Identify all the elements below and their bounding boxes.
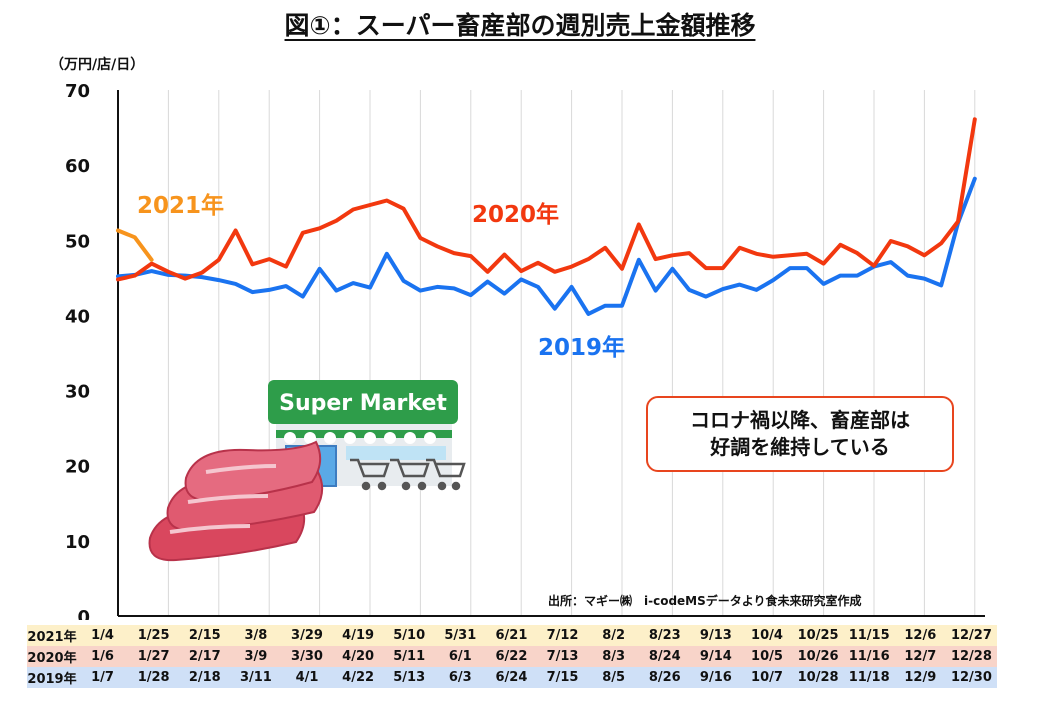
series-line-2021 [116, 228, 154, 262]
date-cell: 5/31 [434, 625, 486, 646]
date-cell: 6/21 [485, 625, 537, 646]
date-cell: 9/14 [690, 646, 742, 667]
date-cell: 12/27 [945, 625, 997, 646]
date-cell: 7/12 [536, 625, 589, 646]
date-cell: 2/18 [179, 667, 231, 688]
y-tick-label: 20 [65, 457, 90, 478]
date-cell: 4/22 [332, 667, 384, 688]
series-label-2021: 2021年 [137, 192, 224, 219]
raw-meat-icon [148, 440, 324, 562]
date-cell: 8/3 [588, 646, 640, 667]
y-axis-ticks: 0 10 20 30 40 50 60 70 [65, 81, 90, 620]
date-cell: 7/13 [536, 646, 589, 667]
y-tick-label: 40 [65, 306, 90, 327]
y-tick-label: 60 [65, 156, 90, 177]
date-row-label: 2020年 [27, 646, 77, 667]
line-chart: 0 10 20 30 40 50 60 70 Super Market 2021年 2020年… [65, 81, 985, 620]
date-cell: 1/6 [77, 646, 129, 667]
date-cell: 8/2 [588, 625, 640, 646]
supermarket-sign-text: Super Market [279, 391, 447, 416]
date-cell: 11/16 [843, 646, 895, 667]
date-cell: 8/26 [639, 667, 691, 688]
date-cell: 12/6 [894, 625, 946, 646]
series-label-2020: 2020年 [472, 201, 559, 228]
date-cell: 11/15 [843, 625, 895, 646]
y-tick-label: 30 [65, 382, 90, 403]
series-line-2019 [116, 176, 977, 316]
source-note: 出所：マギー㈱ i-codeMSデータより食未来研究室作成 [548, 594, 862, 608]
date-cell: 10/25 [792, 625, 844, 646]
data-series [116, 117, 977, 316]
date-cell: 3/11 [230, 667, 282, 688]
date-cell: 8/24 [639, 646, 691, 667]
date-cell: 10/5 [741, 646, 793, 667]
date-cell: 1/4 [77, 625, 129, 646]
date-cell: 4/20 [332, 646, 384, 667]
series-label-2019: 2019年 [538, 334, 625, 361]
date-row-2021: 2021年 1/4 1/25 2/15 3/8 3/29 4/19 5/10 5/31 6/21 7… [27, 625, 997, 646]
series-line-2020 [116, 117, 977, 282]
date-cell: 2/17 [179, 646, 231, 667]
date-cell: 3/29 [281, 625, 333, 646]
date-row-label: 2019年 [27, 667, 77, 688]
date-cell: 1/27 [128, 646, 180, 667]
date-cell: 4/1 [281, 667, 333, 688]
date-cell: 8/23 [639, 625, 691, 646]
date-cell: 4/19 [332, 625, 384, 646]
date-cell: 7/15 [536, 667, 589, 688]
date-cell: 10/7 [741, 667, 793, 688]
date-cell: 12/28 [945, 646, 997, 667]
date-cell: 6/22 [485, 646, 537, 667]
date-cell: 12/30 [945, 667, 997, 688]
callout-line-2: 好調を維持している [710, 435, 890, 459]
y-axis-unit-label: （万円/店/日） [50, 57, 145, 73]
chart-axes [117, 90, 985, 617]
date-cell: 10/4 [741, 625, 793, 646]
date-cell: 8/5 [588, 667, 640, 688]
date-cell: 6/1 [434, 646, 486, 667]
callout-line-1: コロナ禍以降、畜産部は [690, 408, 910, 432]
date-cell: 3/8 [230, 625, 282, 646]
callout-box: コロナ禍以降、畜産部は 好調を維持している [646, 396, 954, 472]
week-date-table: 2021年 1/4 1/25 2/15 3/8 3/29 4/19 5/10 5/31 6/21 7… [27, 625, 997, 688]
date-cell: 1/28 [128, 667, 180, 688]
y-tick-label: 50 [65, 231, 90, 252]
date-cell: 3/30 [281, 646, 333, 667]
date-cell: 1/7 [77, 667, 129, 688]
date-cell: 3/9 [230, 646, 282, 667]
date-cell: 5/13 [383, 667, 435, 688]
date-cell: 1/25 [128, 625, 180, 646]
date-cell: 9/13 [690, 625, 742, 646]
date-cell: 9/16 [690, 667, 742, 688]
date-cell: 6/24 [485, 667, 537, 688]
date-row-2020: 2020年 1/6 1/27 2/17 3/9 3/30 4/20 5/11 6/1 6/22 7/… [27, 646, 997, 667]
date-cell: 2/15 [179, 625, 231, 646]
date-cell: 11/18 [843, 667, 895, 688]
y-tick-label: 70 [65, 81, 90, 102]
date-cell: 10/28 [792, 667, 844, 688]
date-row-label: 2021年 [27, 625, 77, 646]
date-cell: 6/3 [434, 667, 486, 688]
date-cell: 12/9 [894, 667, 946, 688]
shopping-cart-icon [350, 458, 466, 491]
chart-title: 図①：スーパー畜産部の週別売上金額推移 [284, 11, 756, 40]
date-cell: 5/11 [383, 646, 435, 667]
date-row-2019: 2019年 1/7 1/28 2/18 3/11 4/1 4/22 5/13 6/3 6/24 7/… [27, 667, 997, 688]
date-cell: 12/7 [894, 646, 946, 667]
date-cell: 5/10 [383, 625, 435, 646]
y-tick-label: 10 [65, 532, 90, 553]
y-tick-label: 0 [77, 607, 90, 620]
date-cell: 10/26 [792, 646, 844, 667]
